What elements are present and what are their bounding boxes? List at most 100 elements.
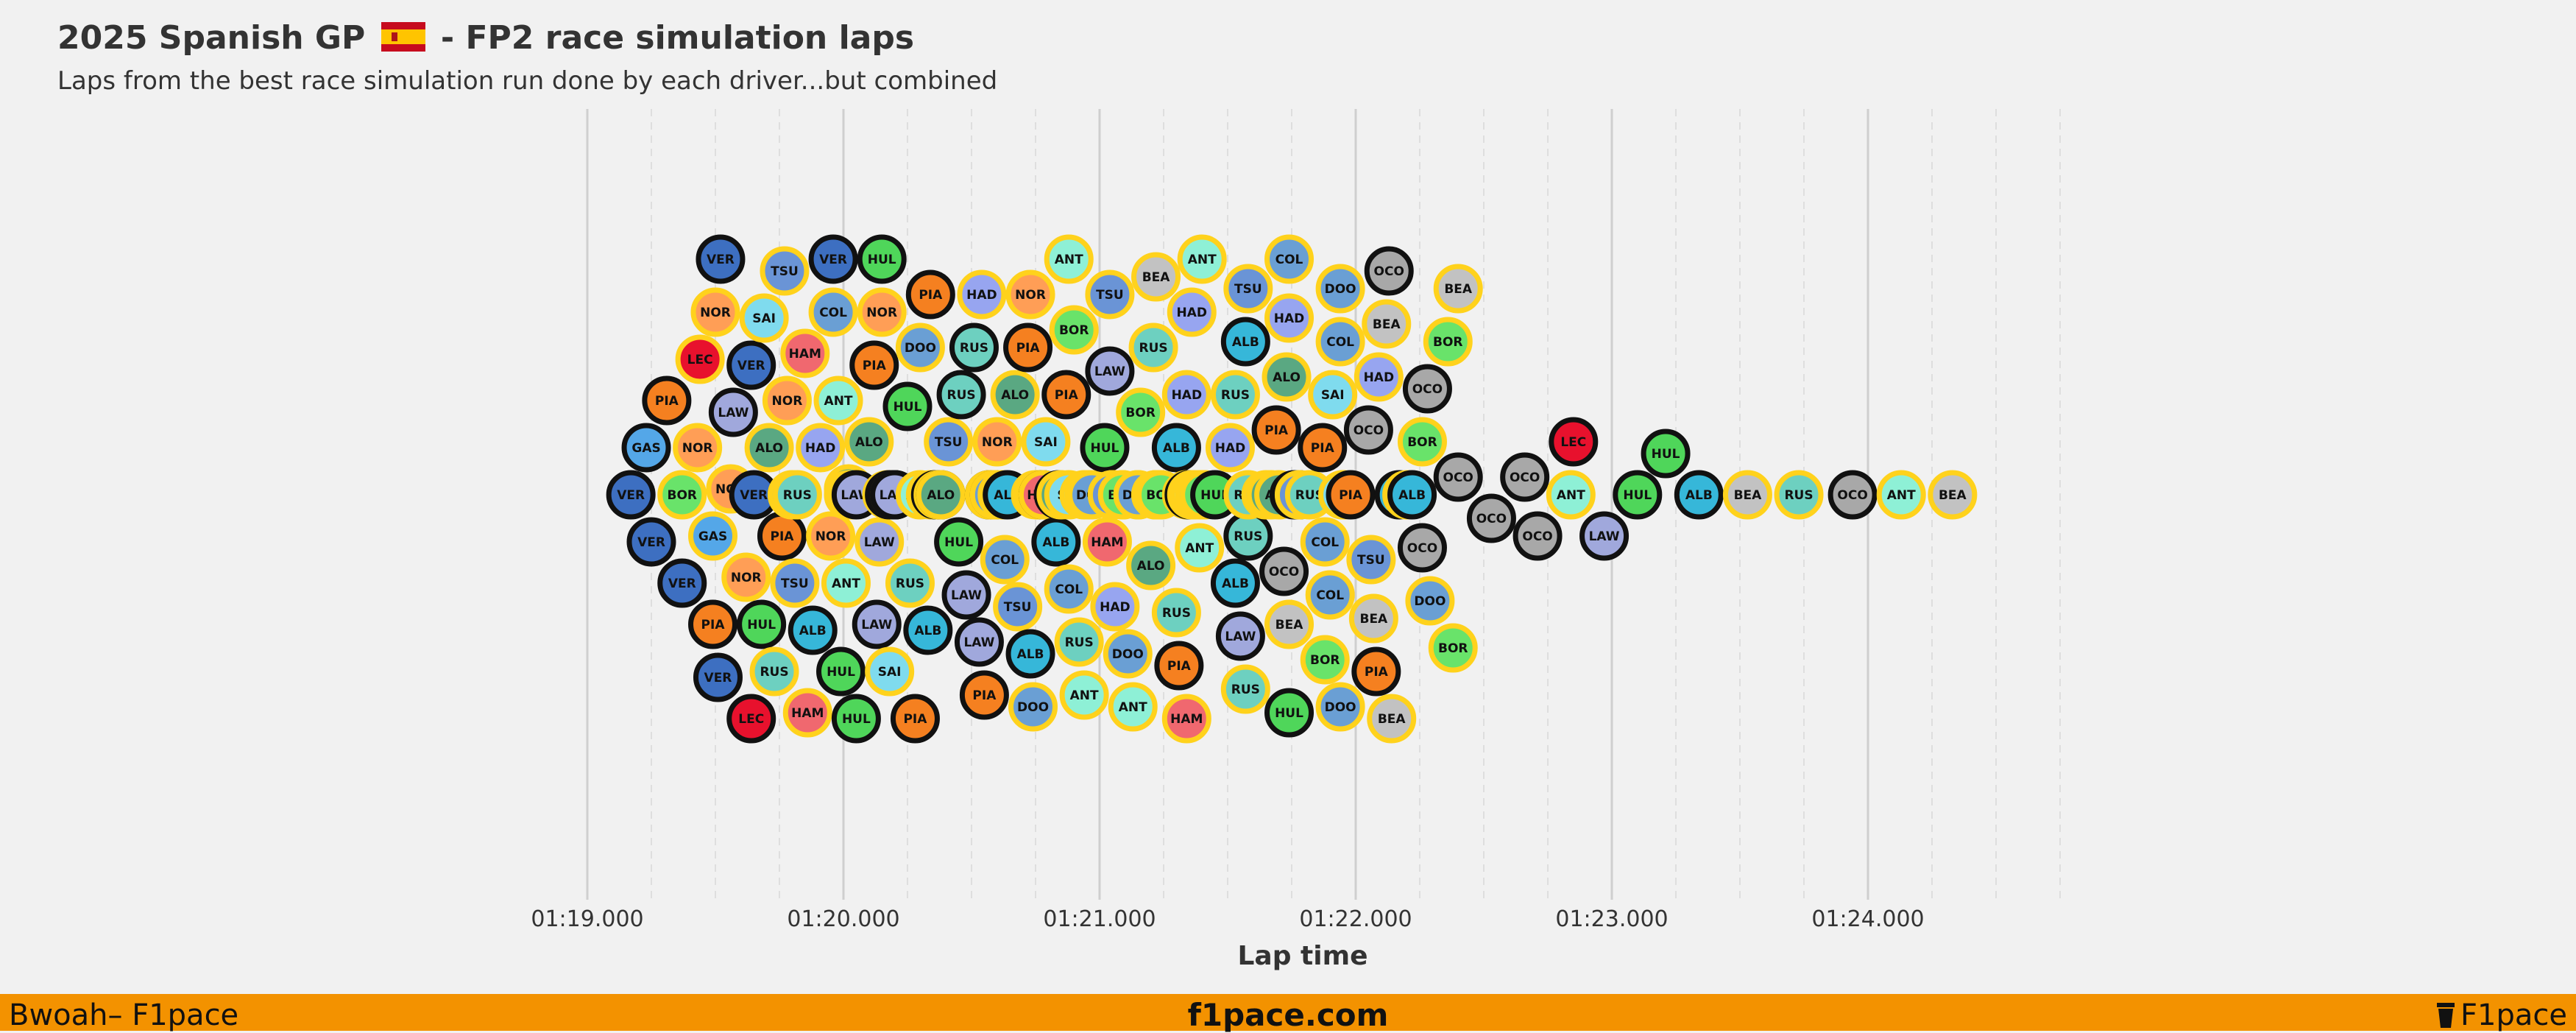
lap-point: PIA (1041, 370, 1091, 420)
lap-point: ALO (1262, 352, 1312, 402)
lap-point-marker (895, 322, 945, 373)
lap-point: OCO (1364, 246, 1414, 296)
lap-point: OCO (1512, 511, 1563, 561)
lap-point: TSU (1223, 264, 1273, 314)
lap-point: RUS (749, 646, 799, 697)
lap-point-marker (1082, 517, 1132, 567)
lap-point-label: DOO (1112, 647, 1144, 662)
lap-point-marker (821, 558, 871, 608)
lap-point: ANT (813, 376, 863, 426)
lap-point: HAD (1264, 293, 1314, 343)
lap-point-marker (1308, 370, 1358, 420)
lap-point-marker (1220, 317, 1270, 367)
lap-point-label: RUS (1139, 341, 1168, 356)
lap-point: COL (1044, 564, 1094, 614)
lap-point-label: NOR (682, 441, 713, 456)
lap-point-marker (1128, 322, 1178, 373)
lap-point-marker (1613, 470, 1663, 520)
lap-point-marker (1080, 423, 1130, 473)
lap-point-marker (1397, 523, 1447, 573)
lap-point-marker (657, 470, 707, 520)
lap-point-label: LAW (718, 406, 749, 420)
lap-point-label: PIA (1167, 659, 1192, 674)
lap-point-marker (1161, 370, 1211, 420)
lap-point-marker (1466, 493, 1516, 543)
lap-point: RUS (772, 470, 822, 520)
lap-point-marker (762, 376, 812, 426)
lap-point: ALB (1674, 470, 1724, 520)
lap-point-label: COL (1055, 582, 1083, 597)
lap-point: SAI (1021, 417, 1071, 467)
lap-point: PIA (959, 670, 1009, 720)
lap-point-label: RUS (1065, 635, 1094, 650)
lap-point-marker (657, 558, 707, 608)
lap-point-marker (688, 599, 738, 649)
lap-point-label: OCO (1407, 541, 1437, 556)
lap-point: ALB (1220, 317, 1270, 367)
lap-point-label: ALO (1273, 370, 1301, 385)
lap-point-label: BEA (1378, 712, 1406, 727)
chart-subtitle: Laps from the best race simulation run d… (57, 66, 998, 96)
lap-point: LAW (1215, 611, 1265, 661)
lap-point-marker (1326, 470, 1376, 520)
lap-point: RUS (949, 322, 999, 373)
lap-point-label: BEA (1939, 488, 1967, 503)
lap-point-label: SAI (1321, 388, 1345, 403)
lap-point-marker (1205, 423, 1255, 473)
lap-point-label: VER (740, 488, 768, 503)
lap-point-marker (949, 322, 999, 373)
lap-point-marker (959, 670, 1009, 720)
lap-point-label: OCO (1837, 488, 1867, 503)
lap-point-label: BOR (1407, 435, 1437, 450)
lap-point-label: BOR (1125, 406, 1156, 420)
lap-point: HAM (780, 328, 830, 378)
lap-point: PIA (757, 511, 807, 561)
lap-point-marker (1315, 317, 1365, 367)
lap-point-label: ALB (1042, 535, 1069, 550)
lap-point-label: ANT (1557, 488, 1585, 503)
lap-point-marker (788, 605, 838, 655)
lap-point-marker (831, 694, 881, 744)
lap-point-marker (857, 234, 907, 284)
lap-point: TSU (924, 417, 974, 467)
lap-point: ALO (916, 470, 966, 520)
lap-point-marker (1054, 617, 1104, 667)
lap-point-marker (1090, 582, 1140, 632)
lap-point-marker (905, 269, 955, 320)
lap-point-label: HUL (1623, 488, 1652, 503)
lap-point-marker (1674, 470, 1724, 520)
lap-point: OCO (1433, 452, 1483, 502)
lap-point-label: TSU (1234, 282, 1262, 297)
lap-point: ALB (1210, 558, 1260, 608)
lap-point: COL (1315, 317, 1365, 367)
lap-point-label: RUS (1162, 606, 1191, 621)
lap-point: VER (808, 234, 858, 284)
lap-point-label: VER (819, 253, 847, 267)
lap-point: HUL (1641, 429, 1691, 479)
lap-point-label: ALB (1163, 441, 1190, 456)
lap-point-marker (980, 535, 1030, 585)
lap-point-marker (934, 517, 984, 567)
lap-point-label: BEA (1444, 282, 1473, 297)
lap-point-label: TSU (1004, 600, 1032, 615)
lap-point-marker (1151, 588, 1201, 638)
lap-point-marker (1262, 352, 1312, 402)
lap-point-label: NOR (866, 306, 897, 320)
lap-point-marker (673, 423, 723, 473)
lap-point-marker (744, 423, 794, 473)
lap-point-label: BOR (1059, 323, 1089, 338)
lap-point-marker (903, 605, 953, 655)
lap-point-label: ANT (832, 577, 860, 591)
lap-point-marker (1031, 517, 1081, 567)
lap-point-label: LAW (1094, 364, 1125, 379)
lap-point-label: TSU (1096, 288, 1124, 303)
lap-point: PIA (905, 269, 955, 320)
lap-point-label: PIA (919, 288, 943, 303)
lap-point: OCO (1343, 405, 1393, 455)
footer-site: f1pace.com (1187, 997, 1389, 1033)
lap-point-marker (1251, 405, 1301, 455)
lap-point: BOR (1423, 317, 1473, 367)
lap-point-marker (1928, 470, 1978, 520)
lap-point-marker (1005, 629, 1055, 679)
lap-point-marker (708, 387, 758, 437)
